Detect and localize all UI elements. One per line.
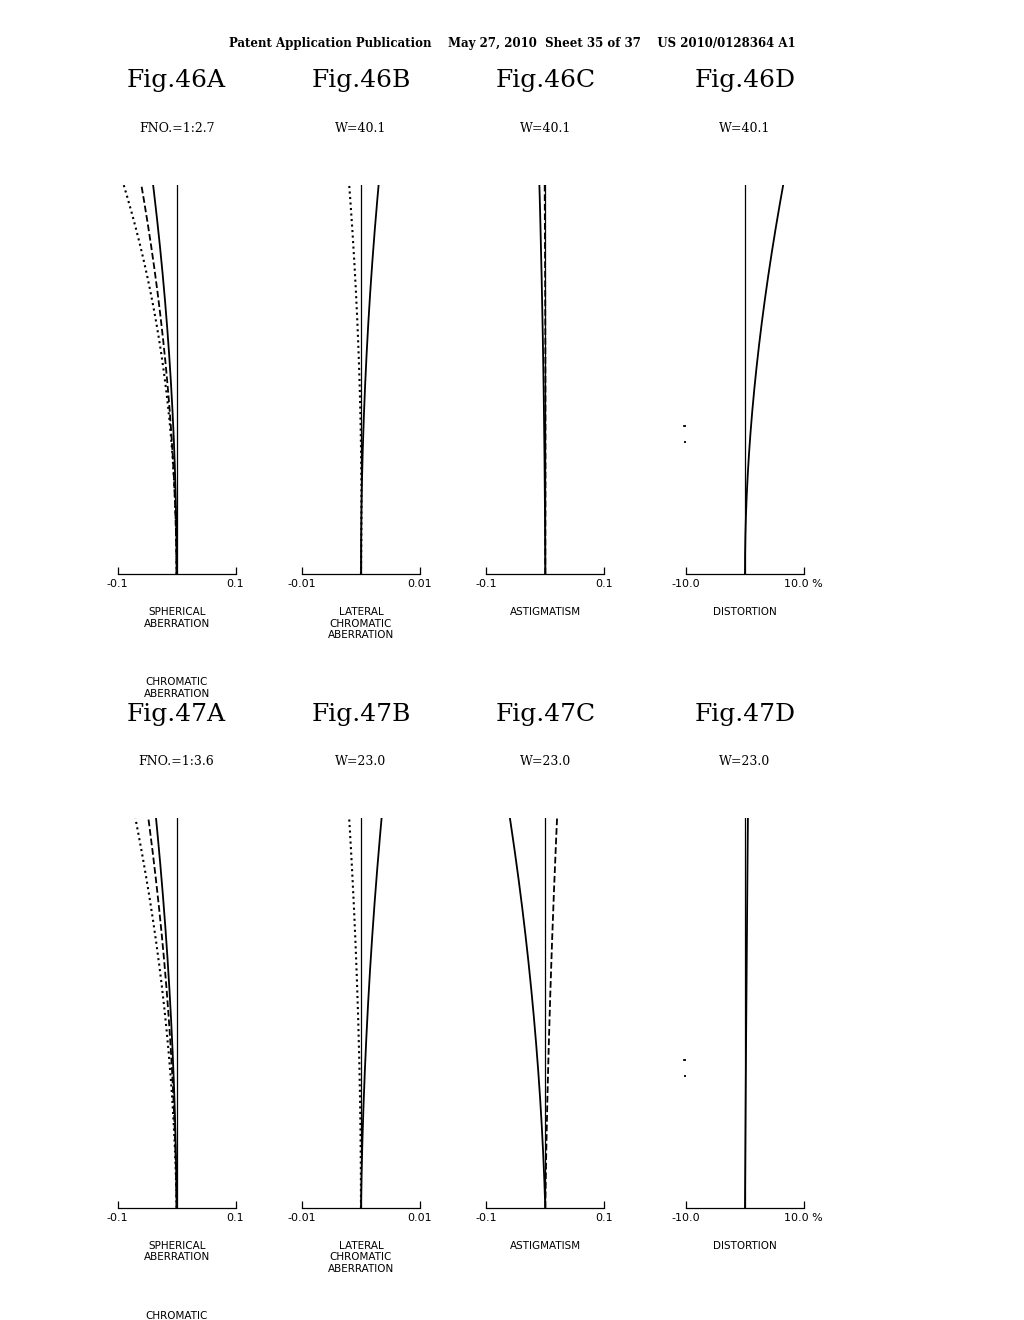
Text: W=40.1: W=40.1	[519, 121, 571, 135]
Text: SPHERICAL
ABERRATION: SPHERICAL ABERRATION	[143, 1241, 210, 1262]
Text: Fig.46A: Fig.46A	[127, 70, 226, 92]
Text: W=23.0: W=23.0	[519, 755, 571, 768]
Legend: d Line, g Line, C Line: d Line, g Line, C Line	[306, 1035, 383, 1086]
Legend: S, M: S, M	[679, 417, 723, 453]
Text: Fig.46D: Fig.46D	[694, 70, 796, 92]
Text: Fig.47D: Fig.47D	[694, 704, 796, 726]
Text: ASTIGMATISM: ASTIGMATISM	[510, 1241, 581, 1251]
Text: DISTORTION: DISTORTION	[713, 1241, 777, 1251]
Text: Fig.47C: Fig.47C	[496, 704, 595, 726]
Text: W=40.1: W=40.1	[719, 121, 771, 135]
Text: W=23.0: W=23.0	[335, 755, 387, 768]
Legend: d Line, g Line, C Line: d Line, g Line, C Line	[306, 401, 383, 453]
Text: SPHERICAL
ABERRATION: SPHERICAL ABERRATION	[143, 607, 210, 628]
Text: W=23.0: W=23.0	[719, 755, 771, 768]
Text: Fig.47A: Fig.47A	[127, 704, 226, 726]
Text: Patent Application Publication    May 27, 2010  Sheet 35 of 37    US 2010/012836: Patent Application Publication May 27, 2…	[228, 37, 796, 50]
Text: LATERAL
CHROMATIC
ABERRATION: LATERAL CHROMATIC ABERRATION	[328, 1241, 394, 1274]
Text: CHROMATIC
ABERRATION: CHROMATIC ABERRATION	[143, 677, 210, 698]
Legend: S, M: S, M	[679, 1051, 723, 1086]
Text: LATERAL
CHROMATIC
ABERRATION: LATERAL CHROMATIC ABERRATION	[328, 607, 394, 640]
Text: W=40.1: W=40.1	[335, 121, 387, 135]
Text: FNO.=1:2.7: FNO.=1:2.7	[139, 121, 214, 135]
Text: ASTIGMATISM: ASTIGMATISM	[510, 607, 581, 618]
Text: Fig.46B: Fig.46B	[311, 70, 411, 92]
Text: FNO.=1:3.6: FNO.=1:3.6	[139, 755, 214, 768]
Text: Fig.46C: Fig.46C	[496, 70, 595, 92]
Text: Fig.47B: Fig.47B	[311, 704, 411, 726]
Text: CHROMATIC
ABERRATION: CHROMATIC ABERRATION	[143, 1311, 210, 1320]
Text: DISTORTION: DISTORTION	[713, 607, 777, 618]
